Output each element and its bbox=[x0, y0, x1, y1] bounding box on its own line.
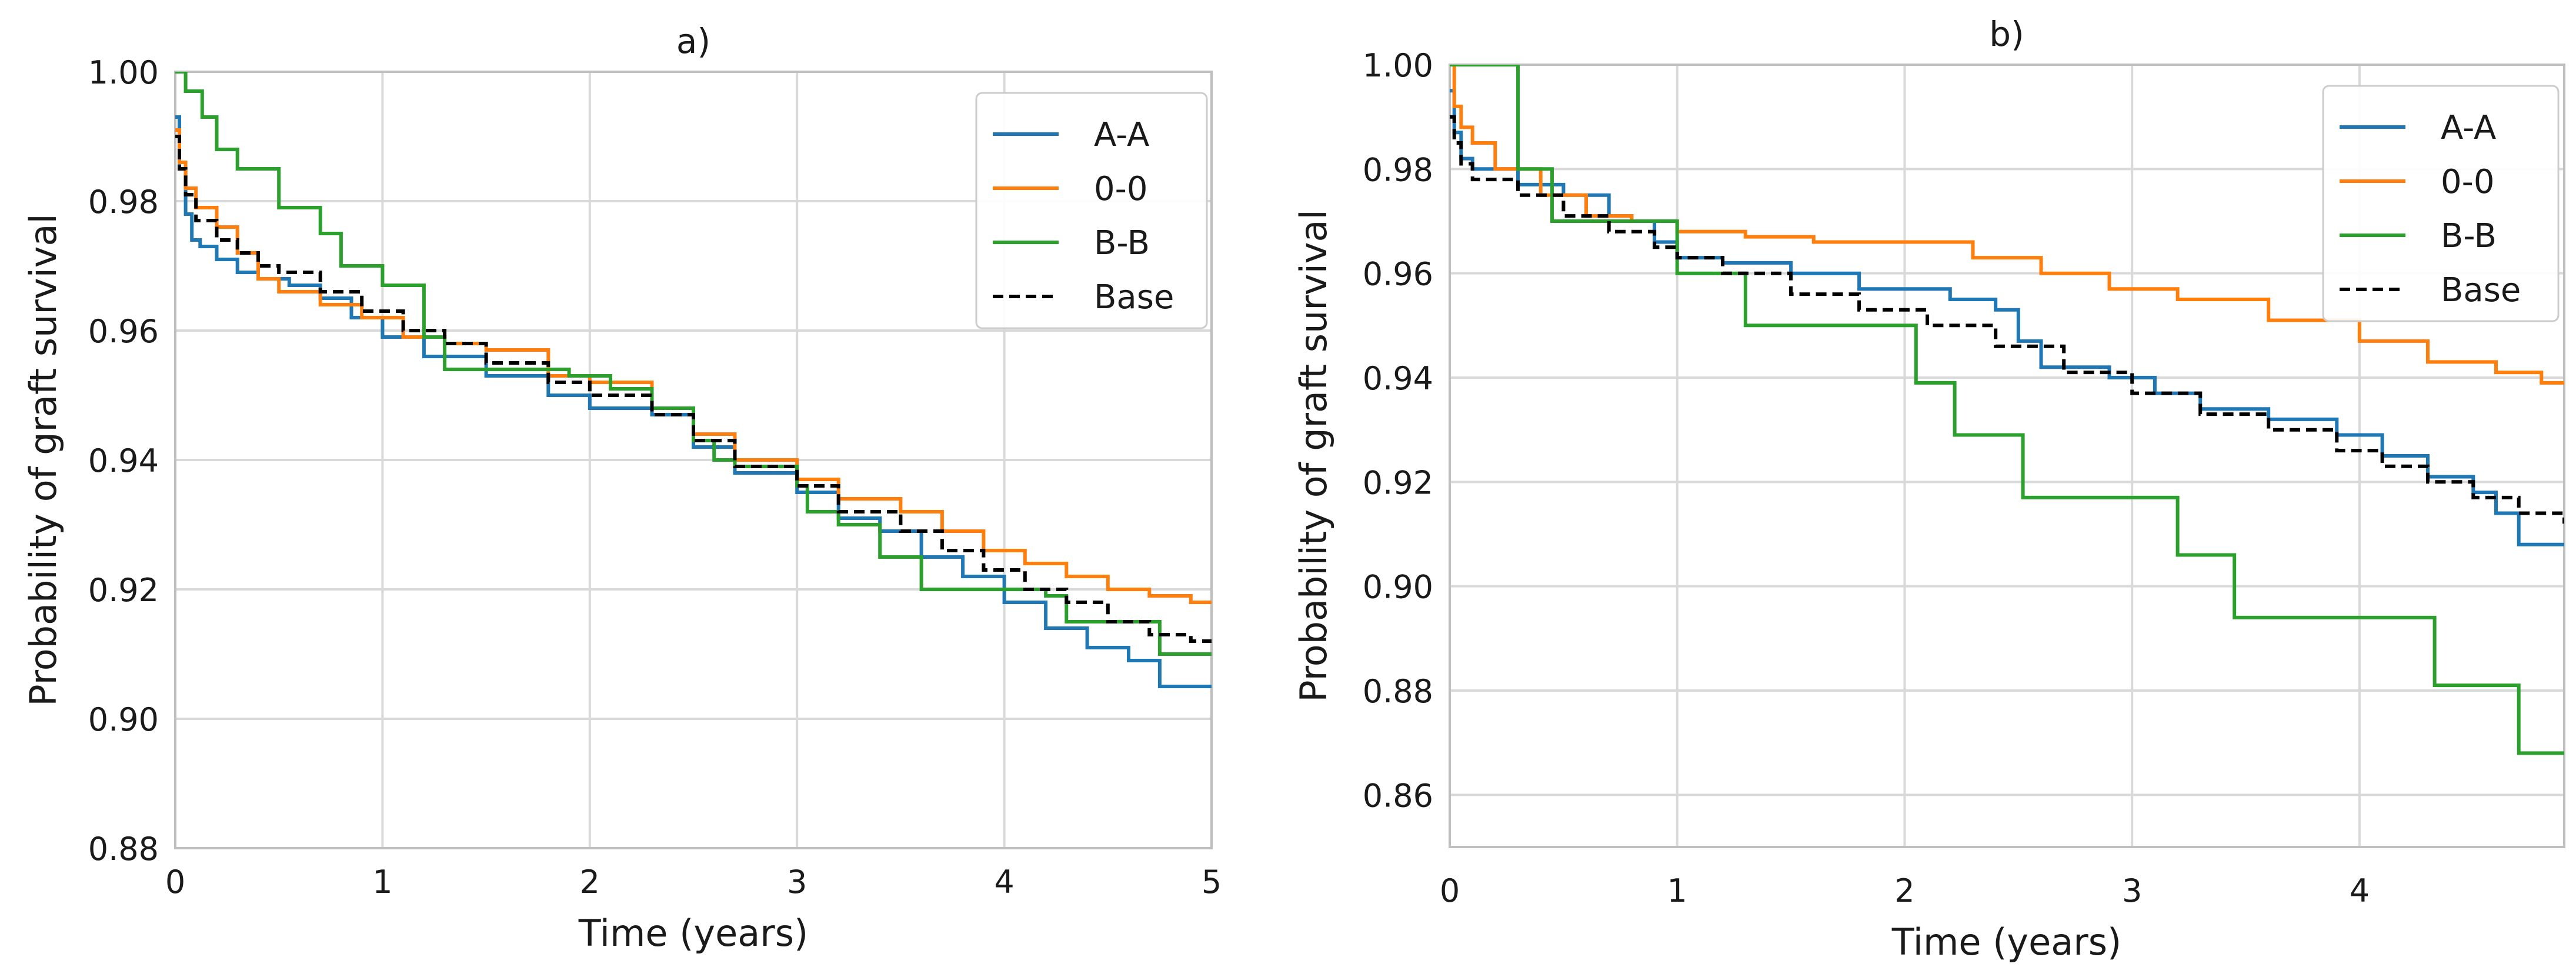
y-ticks-b: 0.86 0.88 0.90 0.92 0.94 0.96 0.98 1.00 bbox=[1363, 47, 1433, 814]
y-tick-label-b-3: 0.92 bbox=[1363, 464, 1433, 501]
x-tick-label-b-1: 1 bbox=[1667, 872, 1687, 909]
series-line-base-b bbox=[1450, 115, 2564, 524]
series-line-0-0-a bbox=[175, 128, 1212, 604]
x-axis-label-a: Time (years) bbox=[578, 912, 808, 955]
legend-label-0-0-b: 0-0 bbox=[2441, 163, 2494, 201]
panel-a: 0.88 0.90 0.92 0.94 0.96 0.98 1.00 0 1 2 3 4 5 a) T… bbox=[22, 21, 1222, 955]
legend-label-base-b: Base bbox=[2441, 271, 2521, 309]
legend-box-b bbox=[2322, 85, 2560, 322]
y-tick-label-b-2: 0.90 bbox=[1363, 569, 1433, 606]
legend-label-base-a: Base bbox=[1094, 278, 1174, 316]
x-tick-label-a-5: 5 bbox=[1202, 863, 1222, 901]
series-line-0-0-b bbox=[1450, 65, 2564, 385]
y-tick-label-a-3: 0.94 bbox=[88, 442, 159, 479]
series-line-b-b-b bbox=[1450, 65, 2564, 755]
y-axis-label-a: Probability of graft survival bbox=[22, 214, 65, 706]
y-tick-label-a-1: 0.90 bbox=[88, 701, 159, 738]
plot-frame-b bbox=[1449, 64, 2565, 848]
legend-label-b-b-b: B-B bbox=[2441, 217, 2497, 255]
y-tick-label-b-0: 0.86 bbox=[1363, 777, 1433, 814]
y-tick-label-b-7: 1.00 bbox=[1363, 47, 1433, 84]
x-tick-label-a-4: 4 bbox=[994, 863, 1014, 901]
x-axis-label-b: Time (years) bbox=[1891, 921, 2121, 963]
y-tick-label-a-2: 0.92 bbox=[88, 572, 159, 609]
x-tick-label-a-3: 3 bbox=[787, 863, 807, 901]
y-tick-label-b-5: 0.96 bbox=[1363, 256, 1433, 293]
panel-b: 0.86 0.88 0.90 0.92 0.94 0.96 0.98 1.00 0 1 2 3 4 b… bbox=[1292, 14, 2565, 963]
y-tick-label-b-1: 0.88 bbox=[1363, 673, 1433, 710]
y-ticks-a: 0.88 0.90 0.92 0.94 0.96 0.98 1.00 bbox=[88, 54, 159, 868]
series-group-b bbox=[1450, 65, 2564, 755]
series-line-base-a bbox=[175, 135, 1212, 643]
x-tick-label-b-2: 2 bbox=[1894, 872, 1914, 909]
y-tick-label-b-6: 0.98 bbox=[1363, 151, 1433, 188]
series-group-a bbox=[175, 72, 1212, 688]
legend-b: A-A 0-0 B-B Base bbox=[2322, 85, 2560, 322]
legend-label-a-a-b: A-A bbox=[2441, 109, 2496, 147]
legend-box-a bbox=[975, 92, 1208, 329]
x-tick-label-b-3: 3 bbox=[2122, 872, 2142, 909]
y-axis-label-b: Probability of graft survival bbox=[1292, 209, 1335, 702]
legend-label-b-b-a: B-B bbox=[1094, 224, 1150, 262]
y-tick-label-a-0: 0.88 bbox=[88, 831, 159, 868]
chart-title-b: b) bbox=[1989, 14, 2024, 54]
y-tick-label-b-4: 0.94 bbox=[1363, 360, 1433, 397]
x-tick-label-a-1: 1 bbox=[372, 863, 392, 901]
y-tick-label-a-6: 1.00 bbox=[88, 54, 159, 91]
plot-frame-a bbox=[174, 71, 1213, 849]
legend-label-0-0-a: 0-0 bbox=[1094, 170, 1147, 208]
x-ticks-b: 0 1 2 3 4 bbox=[1440, 872, 2370, 909]
x-tick-label-b-0: 0 bbox=[1440, 872, 1460, 909]
y-tick-label-a-5: 0.98 bbox=[88, 184, 159, 221]
legend-a: A-A 0-0 B-B Base bbox=[975, 92, 1208, 329]
x-tick-label-a-0: 0 bbox=[165, 863, 185, 901]
y-tick-label-a-4: 0.96 bbox=[88, 313, 159, 350]
chart-title-a: a) bbox=[676, 21, 710, 61]
x-tick-label-a-2: 2 bbox=[580, 863, 600, 901]
legend-label-a-a-a: A-A bbox=[1094, 116, 1149, 154]
x-ticks-a: 0 1 2 3 4 5 bbox=[165, 863, 1222, 901]
x-tick-label-b-4: 4 bbox=[2350, 872, 2370, 909]
